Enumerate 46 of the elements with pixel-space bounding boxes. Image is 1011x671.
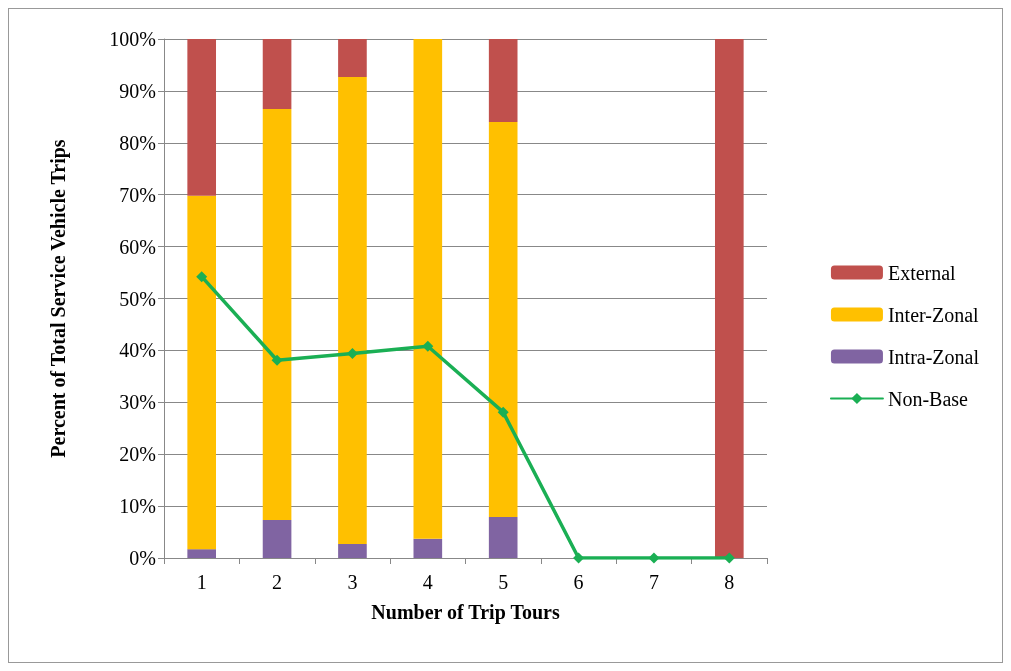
- bar: [488, 517, 518, 558]
- y-tick-label: 90%: [119, 79, 156, 102]
- point: [346, 348, 358, 360]
- point: [648, 552, 660, 564]
- legend-label: Non-Base: [887, 387, 969, 410]
- bar: [338, 39, 367, 77]
- bar: [488, 39, 518, 123]
- y-tick-label: 40%: [119, 339, 156, 362]
- point: [422, 340, 434, 352]
- bar: [413, 39, 443, 539]
- bar: [338, 543, 367, 558]
- x-tick-label: 7: [648, 571, 659, 593]
- y-tick-label: 10%: [119, 495, 156, 518]
- bar: [714, 39, 744, 558]
- bar: [338, 76, 367, 544]
- x-tick-label: 5: [498, 571, 509, 593]
- y-tick-label: 70%: [119, 183, 156, 206]
- y-tick-label: 30%: [119, 391, 156, 414]
- point: [196, 271, 208, 283]
- legend-label: Inter-Zonal: [887, 303, 980, 326]
- bar: [187, 549, 217, 558]
- legend-label: External: [887, 261, 957, 284]
- bar: [488, 122, 518, 517]
- y-tick-label: 100%: [109, 28, 156, 50]
- x-tick-label: 2: [272, 571, 283, 593]
- x-tick-label: 8: [724, 571, 735, 593]
- bar: [262, 520, 292, 558]
- x-tick-label: 6: [573, 571, 584, 593]
- bar: [187, 39, 217, 196]
- x-axis-title: Number of Trip Tours: [371, 601, 560, 624]
- bar: [413, 538, 443, 558]
- x-tick-label: 1: [196, 571, 207, 593]
- y-tick-label: 0%: [129, 547, 156, 569]
- y-axis-title: Percent of Total Service Vehicle Trips: [47, 139, 70, 458]
- legend-label: Intra-Zonal: [887, 345, 980, 368]
- point: [497, 406, 509, 418]
- point: [271, 354, 283, 366]
- y-tick-label: 60%: [119, 235, 156, 258]
- bar: [187, 195, 217, 550]
- bar: [262, 109, 292, 521]
- y-tick-label: 50%: [119, 287, 156, 310]
- x-tick-label: 3: [347, 571, 358, 593]
- y-tick-label: 80%: [119, 131, 156, 154]
- x-tick-label: 4: [422, 571, 433, 593]
- y-tick-label: 20%: [119, 443, 156, 466]
- bar: [262, 39, 292, 110]
